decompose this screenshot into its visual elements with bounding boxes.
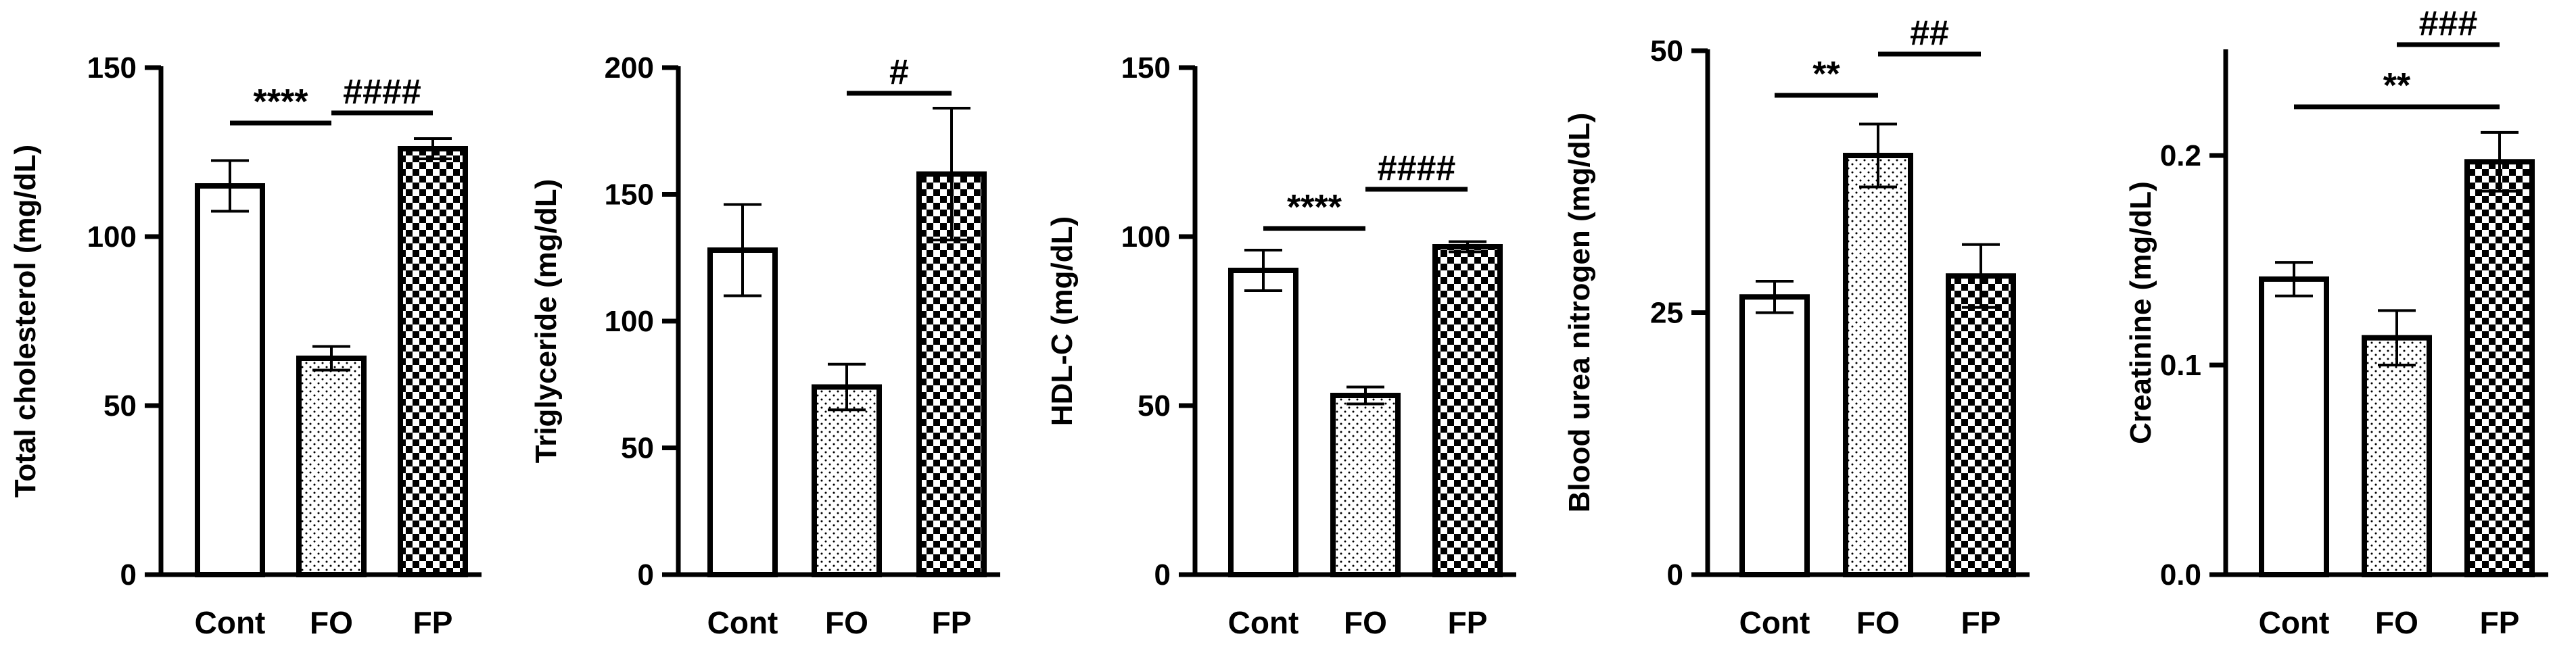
chart-panel-1: Total cholesterol (mg/dL) 0 50 100 150 Cont FO… [9, 51, 482, 640]
x-tick-label: FO [2375, 605, 2418, 640]
y-tick-label: 50 [103, 389, 137, 423]
x-tick-label: FO [1856, 605, 1900, 640]
y-axis-label: HDL-C (mg/dL) [1046, 216, 1079, 426]
x-tick-label: Cont [707, 605, 778, 640]
chart-panel-2: Triglyceride (mg/dL) 0 50 100 150 200 Cont FO FP… [530, 51, 1000, 640]
bar-cont [2259, 276, 2329, 577]
bar-cont [1228, 268, 1298, 577]
y-axis-label: Blood urea nitrogen (mg/dL) [1563, 113, 1596, 513]
bar-fo [812, 384, 882, 577]
bar-fp [1432, 244, 1503, 577]
x-tick-label: Cont [195, 605, 266, 640]
x-tick-label: Cont [1739, 605, 1810, 640]
significance-label: ** [1812, 55, 1840, 94]
significance-label: ** [2383, 66, 2411, 105]
y-tick-label: 0.0 [2160, 558, 2201, 592]
y-tick-label: 150 [605, 178, 654, 212]
significance-label: **** [254, 82, 309, 122]
y-tick-label: 50 [1138, 389, 1171, 423]
y-tick-label: 0.1 [2160, 349, 2201, 382]
significance-label: ### [2419, 4, 2478, 43]
y-tick-label: 150 [87, 51, 137, 85]
x-tick-label: Cont [1228, 605, 1299, 640]
y-tick-label: 0 [1667, 558, 1683, 592]
y-axis-label: Total cholesterol (mg/dL) [9, 145, 42, 498]
chart-panel-4: Blood urea nitrogen (mg/dL) 0 25 50 Cont FO FP… [1563, 14, 2030, 640]
bar-cont [1739, 294, 1810, 577]
bar-fp [2464, 159, 2535, 578]
significance-label: #### [1378, 149, 1456, 188]
y-tick-label: 150 [1121, 51, 1171, 85]
bar-fp [1946, 273, 2016, 577]
bar-fo [2362, 335, 2432, 577]
y-tick-label: 100 [87, 220, 137, 254]
x-tick-label: FP [1448, 605, 1488, 640]
bar-fo [1330, 393, 1401, 577]
bar-cont [195, 183, 265, 577]
x-tick-label: FO [825, 605, 868, 640]
bar-cont [707, 247, 778, 577]
y-tick-label: 0 [120, 558, 137, 592]
bar-fp [398, 146, 468, 577]
significance-label: #### [343, 72, 421, 112]
y-tick-label: 50 [1650, 34, 1683, 68]
bar-fo [296, 356, 367, 577]
y-tick-label: 0.2 [2160, 139, 2201, 172]
y-tick-label: 25 [1650, 297, 1683, 330]
y-tick-label: 0 [1154, 558, 1171, 592]
x-tick-label: FP [2480, 605, 2520, 640]
bar-fo [1843, 153, 1913, 577]
x-tick-label: FP [1961, 605, 2001, 640]
y-axis-label: Creatinine (mg/dL) [2124, 181, 2157, 444]
y-tick-label: 100 [1121, 220, 1171, 254]
y-tick-label: 200 [605, 51, 654, 85]
y-tick-label: 50 [621, 432, 654, 465]
chart-panel-5: Creatinine (mg/dL) 0.0 0.1 0.2 Cont FO FP ###** [2124, 4, 2548, 640]
x-tick-label: FO [1344, 605, 1387, 640]
significance-label: # [889, 53, 909, 92]
significance-label: ## [1910, 14, 1949, 53]
y-tick-label: 0 [638, 558, 654, 592]
x-tick-label: FP [932, 605, 972, 640]
x-tick-label: Cont [2259, 605, 2330, 640]
x-tick-label: FO [310, 605, 353, 640]
chart-panel-3: HDL-C (mg/dL) 0 50 100 150 Cont FO FP **** #### [1046, 51, 1516, 640]
y-axis-label: Triglyceride (mg/dL) [530, 179, 563, 464]
y-tick-label: 100 [605, 305, 654, 338]
x-tick-label: FP [413, 605, 453, 640]
significance-label: **** [1287, 188, 1342, 227]
